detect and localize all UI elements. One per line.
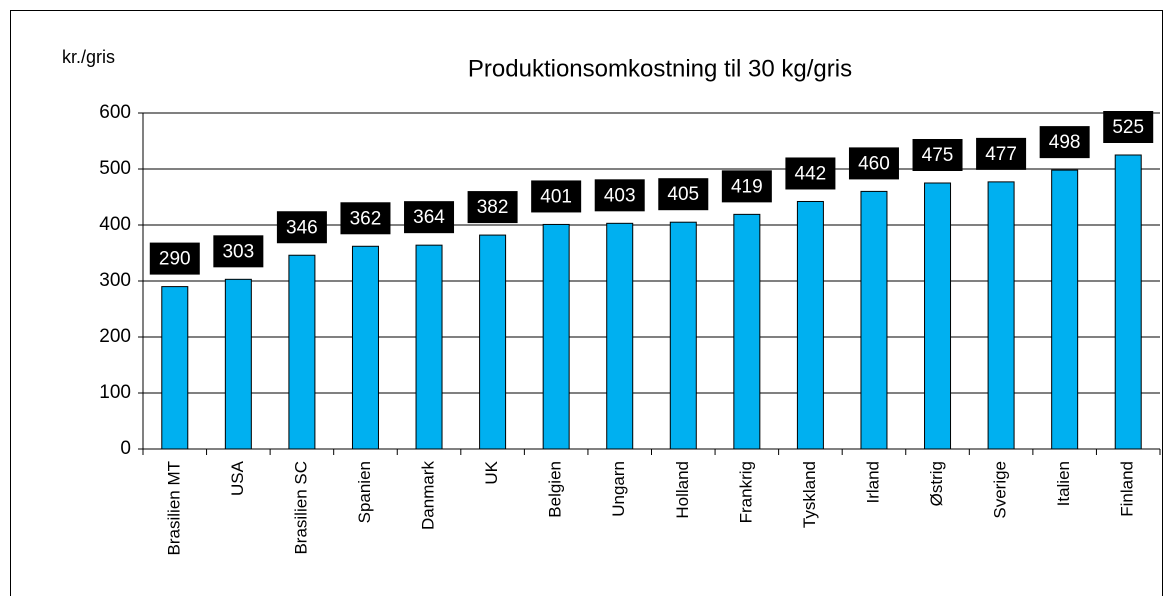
y-tick-label: 400 (99, 214, 131, 235)
chart-title: Produktionsomkostning til 30 kg/gris (468, 55, 852, 82)
value-label: 364 (413, 207, 445, 228)
value-label-box (149, 242, 200, 275)
bar (224, 278, 252, 450)
value-label-box (340, 202, 391, 235)
x-tick-label: Irland (863, 461, 882, 504)
x-tick-label: Danmark (419, 461, 438, 530)
value-label-box (976, 137, 1027, 170)
x-tick-label: Finland (1118, 461, 1137, 517)
value-label: 403 (604, 185, 636, 206)
x-tick-label: Frankrig (736, 461, 755, 523)
bar (733, 213, 761, 450)
value-label: 477 (985, 144, 1017, 165)
bar (669, 221, 697, 450)
y-tick-label: 200 (99, 326, 131, 347)
value-label-box (785, 157, 836, 190)
x-tick-label: Tyskland (800, 461, 819, 528)
value-label: 362 (350, 208, 382, 229)
value-label-box (594, 179, 645, 212)
value-label-box (213, 235, 264, 268)
value-label-box (531, 180, 582, 213)
x-tick-label: Brasilien SC (291, 461, 310, 555)
y-tick-label: 100 (99, 382, 131, 403)
value-label-box (658, 178, 709, 211)
value-label: 525 (1112, 117, 1144, 138)
y-tick-label: 0 (120, 438, 131, 459)
y-tick-label: 600 (99, 102, 131, 123)
x-tick-label: Belgien (546, 461, 565, 518)
value-label-box (404, 201, 455, 234)
value-label-box (912, 139, 963, 171)
y-tick-label: 500 (99, 158, 131, 179)
bar (161, 286, 189, 450)
x-tick-label: UK (482, 460, 501, 484)
value-label: 460 (858, 153, 890, 174)
bar (796, 200, 824, 450)
bar (1114, 154, 1142, 450)
bar (415, 244, 443, 450)
value-label-box (721, 170, 772, 203)
value-label: 382 (477, 197, 509, 218)
value-label-box (848, 147, 899, 180)
frame (10, 10, 1163, 596)
x-tick-label: Holland (673, 461, 692, 519)
bar (606, 222, 634, 450)
value-label-box (467, 191, 518, 224)
value-label-box (1103, 111, 1154, 143)
bar (860, 190, 888, 450)
x-tick-label: Sverige (991, 461, 1010, 519)
value-label: 290 (159, 249, 191, 270)
y-axis-label: kr./gris (62, 47, 115, 67)
value-label: 442 (795, 163, 827, 184)
x-tick-label: Italien (1054, 461, 1073, 506)
y-tick-label: 300 (99, 270, 131, 291)
value-label: 419 (731, 176, 763, 197)
bar (542, 223, 570, 450)
x-tick-label: USA (228, 460, 247, 496)
x-tick-label: Ungarn (609, 461, 628, 517)
value-label-box (276, 211, 327, 244)
value-label: 303 (222, 241, 254, 262)
bar (987, 181, 1015, 450)
value-label: 405 (667, 184, 699, 205)
bar (1051, 169, 1079, 450)
x-tick-label: Brasilien MT (164, 461, 183, 555)
bar (351, 245, 379, 450)
value-label: 401 (540, 186, 572, 207)
value-label: 498 (1049, 132, 1081, 153)
value-label: 475 (922, 145, 954, 166)
value-label-box (1039, 126, 1090, 159)
value-label: 346 (286, 217, 318, 238)
bar (288, 254, 316, 450)
bar (924, 182, 952, 450)
x-tick-label: Østrig (927, 461, 946, 506)
x-tick-label: Spanien (355, 461, 374, 523)
bar (479, 234, 507, 450)
